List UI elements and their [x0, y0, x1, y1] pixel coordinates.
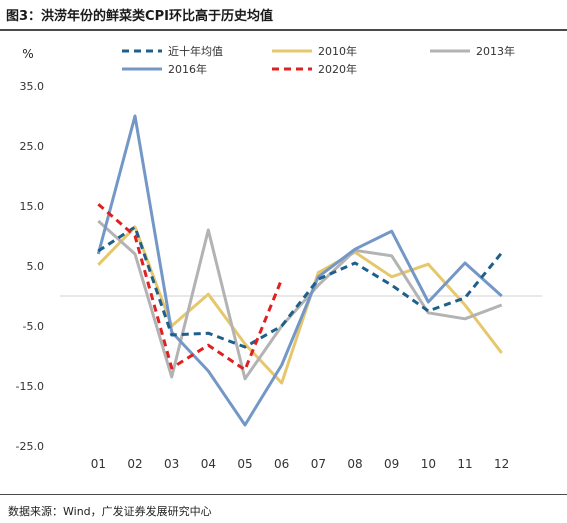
x-tick-label: 09 — [384, 457, 399, 471]
x-tick-label: 03 — [164, 457, 179, 471]
line-chart: % 35.0 25.0 15.0 5.0 -5.0 -15.0 -25.0 01 02 03 04 05… — [16, 44, 542, 471]
series-line — [97, 203, 284, 372]
y-tick-label: -15.0 — [16, 380, 44, 393]
figure-title-bar: 图3：洪涝年份的鲜菜类CPI环比高于历史均值 — [0, 0, 567, 31]
x-tick-label: 04 — [201, 457, 216, 471]
x-tick-label: 06 — [274, 457, 289, 471]
y-tick-label: -5.0 — [23, 320, 44, 333]
y-tick-label: 15.0 — [20, 200, 45, 213]
x-tick-label: 11 — [457, 457, 472, 471]
x-tick-label: 01 — [91, 457, 106, 471]
title-divider — [0, 29, 567, 31]
series-line — [97, 225, 503, 349]
source-note: 数据来源：Wind，广发证券发展研究中心 — [8, 505, 212, 518]
series-line — [97, 219, 503, 381]
x-tick-label: 02 — [127, 457, 142, 471]
y-tick-label: -25.0 — [16, 440, 44, 453]
legend-label: 近十年均值 — [168, 44, 223, 58]
legend-label: 2016年 — [168, 62, 207, 76]
y-tick-label: 25.0 — [20, 140, 45, 153]
y-tick-label: 5.0 — [27, 260, 45, 273]
x-tick-label: 10 — [421, 457, 436, 471]
y-axis-unit-label: % — [22, 47, 33, 61]
x-tick-label: 08 — [347, 457, 362, 471]
series-line — [97, 225, 503, 385]
legend-label: 2020年 — [318, 62, 357, 76]
x-tick-label: 12 — [494, 457, 509, 471]
source-divider — [0, 494, 567, 495]
x-tick-label: 07 — [311, 457, 326, 471]
figure-title: 图3：洪涝年份的鲜菜类CPI环比高于历史均值 — [6, 9, 273, 24]
y-tick-label: 35.0 — [20, 80, 45, 93]
x-tick-label: 05 — [237, 457, 252, 471]
legend-label: 2010年 — [318, 44, 357, 58]
legend-label: 2013年 — [476, 44, 515, 58]
series-line — [96, 114, 503, 427]
